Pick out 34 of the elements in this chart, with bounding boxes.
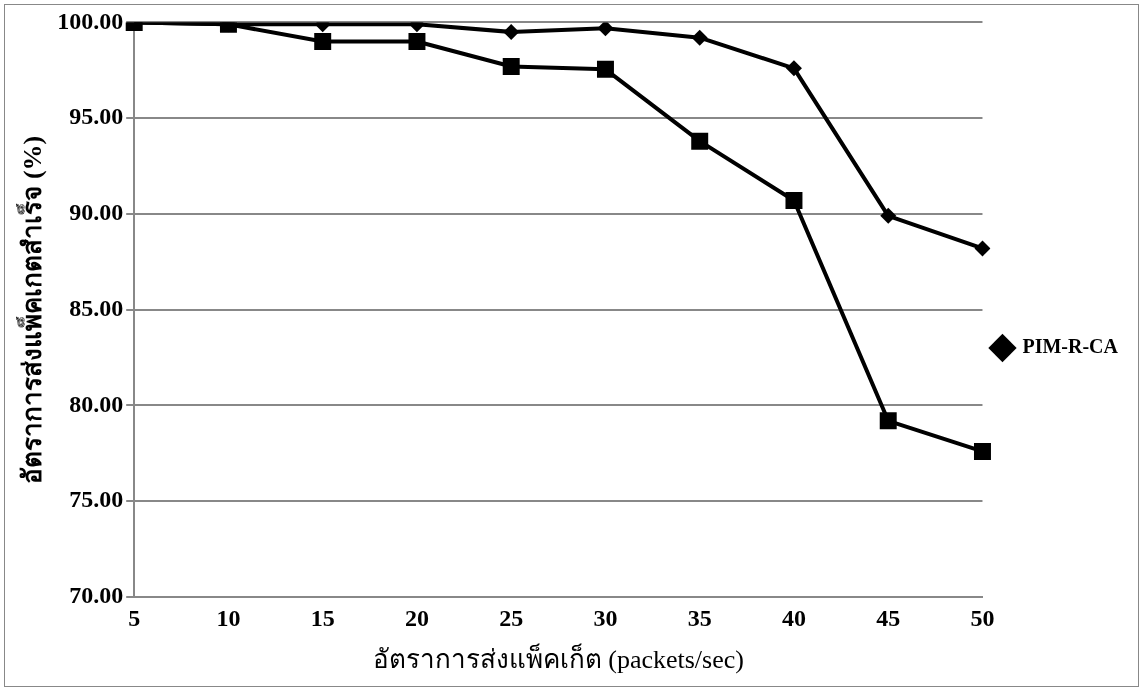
x-tick-label: 15 bbox=[310, 604, 335, 631]
y-tick-label: 90.00 bbox=[69, 199, 124, 226]
point bbox=[880, 207, 897, 224]
point bbox=[974, 240, 991, 257]
legend-label: PIM-R-CA bbox=[1022, 335, 1119, 358]
point bbox=[597, 22, 614, 37]
point bbox=[691, 132, 709, 150]
point bbox=[691, 29, 708, 46]
y-tick-label: 75.00 bbox=[69, 486, 124, 513]
y-tick-label: 100.00 bbox=[57, 7, 124, 34]
x-tick-label: 30 bbox=[593, 604, 618, 631]
x-tick-label: 20 bbox=[404, 604, 429, 631]
point bbox=[503, 23, 520, 40]
x-tick-label: 5 bbox=[128, 604, 141, 631]
x-tick-label: 40 bbox=[781, 604, 806, 631]
point bbox=[879, 412, 897, 430]
point bbox=[502, 57, 520, 75]
y-tick-label: 70.00 bbox=[69, 582, 124, 609]
point bbox=[785, 192, 803, 210]
x-tick-label: 10 bbox=[216, 604, 241, 631]
y-tick-label: 85.00 bbox=[69, 294, 124, 321]
y-tick-label: 80.00 bbox=[69, 390, 124, 417]
point bbox=[596, 60, 614, 78]
y-tick-label: 95.00 bbox=[69, 103, 124, 130]
point bbox=[314, 33, 332, 51]
point bbox=[408, 33, 426, 51]
point bbox=[973, 442, 991, 460]
x-tick-label: 25 bbox=[499, 604, 524, 631]
point bbox=[785, 60, 802, 77]
x-tick-label: 45 bbox=[876, 604, 901, 631]
x-tick-label: 50 bbox=[970, 604, 995, 631]
y-axis-title: อัตราการส่งแพ็คเกตสำเร็จ (%) bbox=[16, 135, 48, 484]
x-tick-label: 35 bbox=[687, 604, 712, 631]
x-axis-title: อัตราการส่งแพ็คเก็ต (packets/sec) bbox=[372, 643, 744, 675]
